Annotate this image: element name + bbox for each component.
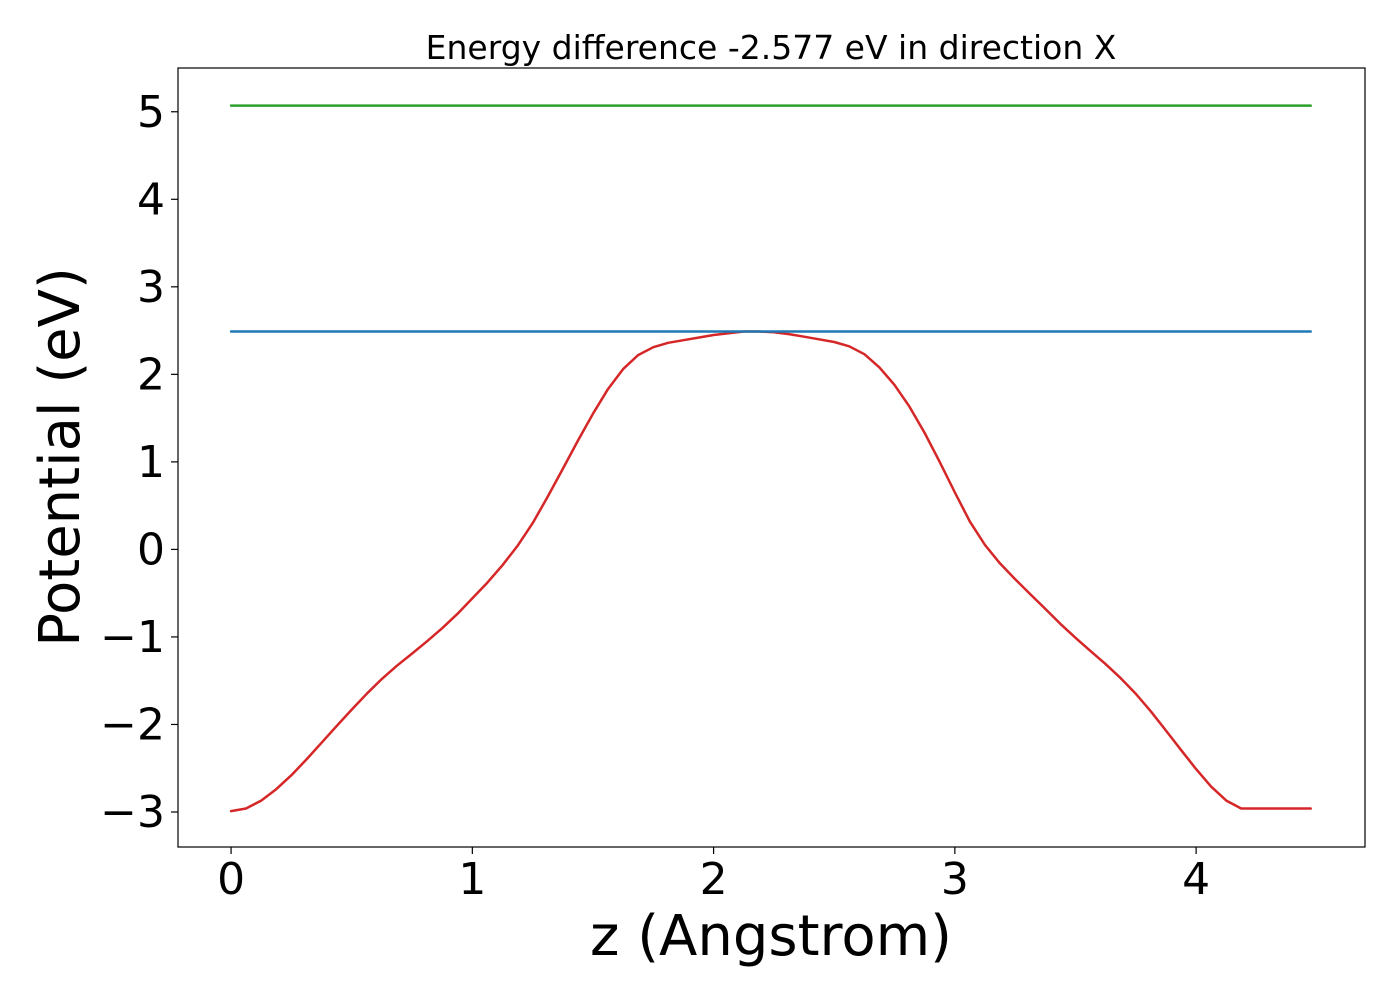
x-axis-ticks: 0 1 2 3 4 [217,847,1210,905]
y-tick-label: 1 [137,437,165,488]
x-tick-label: 2 [700,854,728,905]
plot-frame [177,67,1366,848]
x-tick-label: 0 [217,854,245,905]
chart-title: Energy difference -2.577 eV in direction… [426,28,1117,67]
x-tick-label: 1 [458,854,486,905]
x-tick-label: 4 [1182,854,1210,905]
x-tick-label: 3 [941,854,969,905]
y-tick-label: 2 [137,349,165,400]
y-tick-label: 5 [137,87,165,138]
y-tick-label: 0 [137,524,165,575]
y-axis-label: Potential (eV) [28,267,93,647]
y-axis-ticks: −3 −2 −1 0 1 2 3 4 5 [100,87,178,838]
y-tick-label: −2 [100,699,165,750]
series-layer [229,104,1312,813]
y-tick-label: −3 [100,787,165,838]
series-line-1 [229,330,1312,813]
x-axis-label: z (Angstrom) [590,904,952,969]
y-tick-label: −1 [100,612,165,663]
y-tick-label: 3 [137,262,165,313]
y-tick-label: 4 [137,174,165,225]
